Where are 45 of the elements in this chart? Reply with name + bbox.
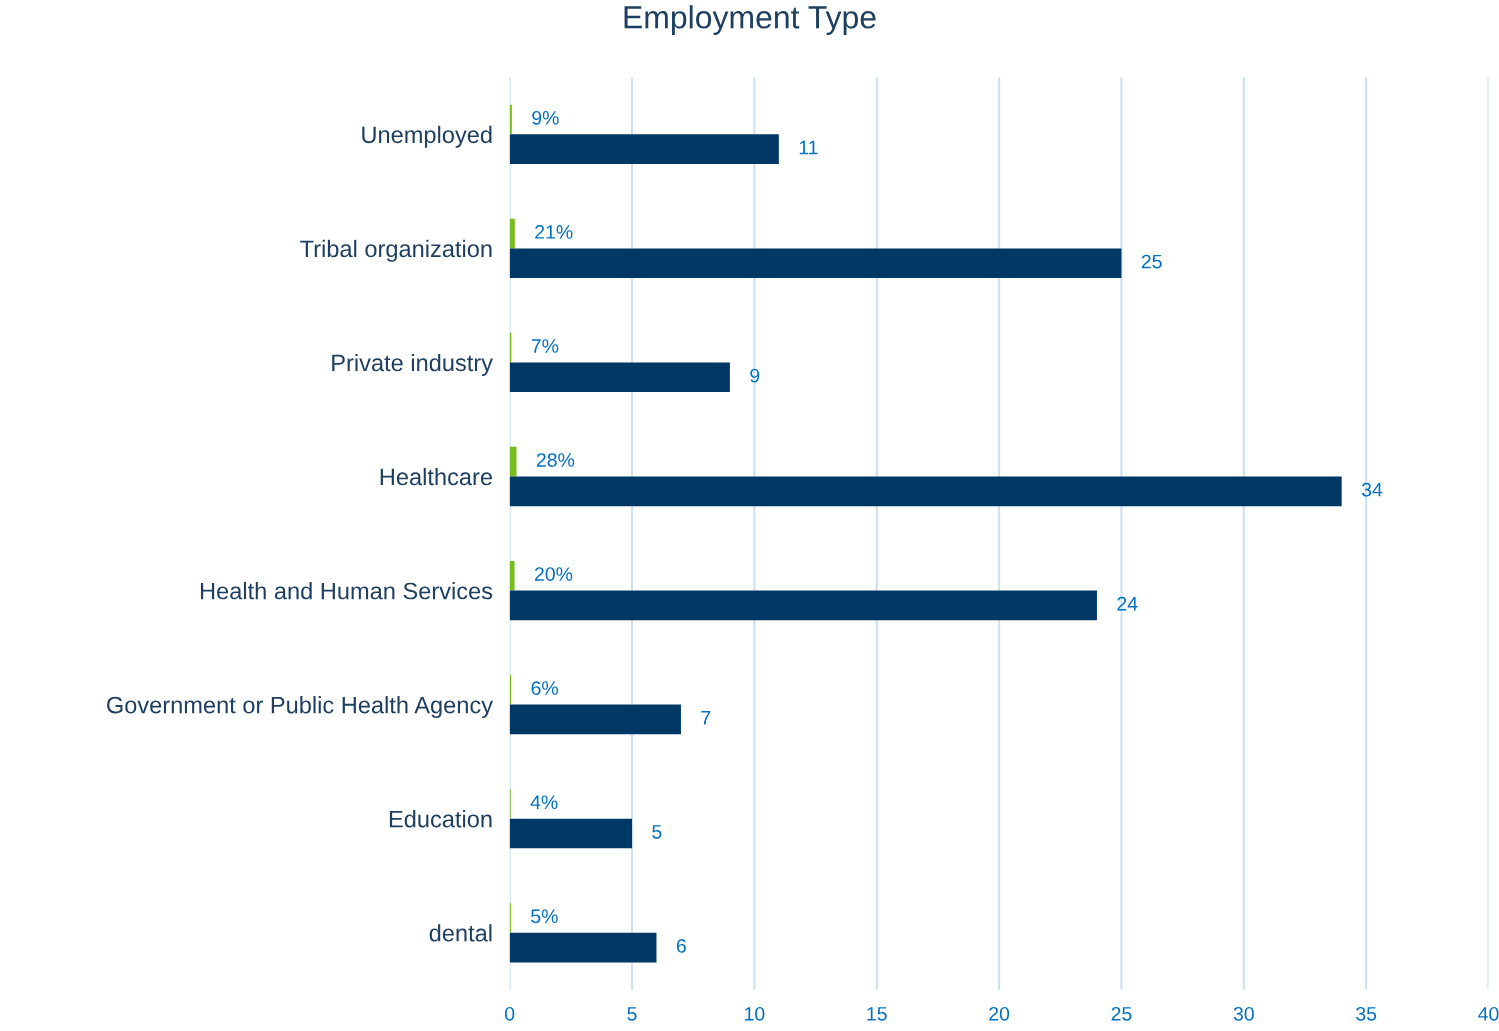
y-tick-label: Health and Human Services bbox=[200, 582, 493, 600]
bar bbox=[509, 818, 633, 849]
chart-title: Employment Type bbox=[624, 5, 876, 35]
bar bbox=[509, 446, 517, 477]
bar bbox=[509, 362, 730, 393]
bar bbox=[509, 134, 779, 165]
bar bbox=[509, 560, 515, 591]
data-label: 9% bbox=[532, 110, 559, 125]
x-tick-label: 15 bbox=[867, 1007, 887, 1021]
x-tick-label: 25 bbox=[1111, 1006, 1132, 1021]
y-tick-label: Unemployed bbox=[362, 125, 492, 148]
x-tick-label: 10 bbox=[745, 1006, 765, 1021]
x-tick-label: 20 bbox=[989, 1006, 1010, 1021]
data-label: 4% bbox=[530, 795, 558, 809]
y-tick-label: dental bbox=[429, 924, 492, 942]
data-label: 6% bbox=[531, 681, 558, 696]
data-label: 5 bbox=[652, 825, 662, 839]
x-tick-label: 0 bbox=[505, 1006, 515, 1021]
bar bbox=[509, 218, 515, 249]
data-label: 9 bbox=[750, 368, 760, 383]
data-label: 7 bbox=[701, 711, 711, 725]
x-tick-label: 5 bbox=[627, 1007, 637, 1021]
y-tick-label: Healthcare bbox=[380, 467, 492, 486]
data-label: 21% bbox=[535, 225, 573, 239]
data-label: 7% bbox=[531, 339, 559, 353]
bar bbox=[509, 476, 1342, 507]
y-tick-label: Government or Public Health Agency bbox=[107, 696, 493, 719]
data-label: 25 bbox=[1141, 254, 1162, 269]
bar bbox=[509, 590, 1097, 621]
x-tick-label: 40 bbox=[1478, 1006, 1499, 1021]
x-tick-label: 30 bbox=[1233, 1006, 1254, 1021]
bar bbox=[509, 704, 681, 735]
data-label: 20% bbox=[534, 567, 573, 581]
y-tick-label: Private industry bbox=[332, 353, 493, 376]
data-label: 11 bbox=[799, 140, 818, 155]
data-label: 5% bbox=[531, 909, 558, 924]
x-tick-label: 35 bbox=[1356, 1006, 1377, 1021]
data-label: 34 bbox=[1361, 482, 1383, 497]
data-label: 24 bbox=[1117, 596, 1138, 611]
y-tick-label: Tribal organization bbox=[300, 239, 492, 262]
bar bbox=[509, 932, 657, 963]
bar bbox=[509, 248, 1122, 279]
data-label: 6 bbox=[676, 939, 686, 953]
data-label: 28% bbox=[536, 453, 575, 467]
y-tick-label: Education bbox=[389, 810, 492, 828]
